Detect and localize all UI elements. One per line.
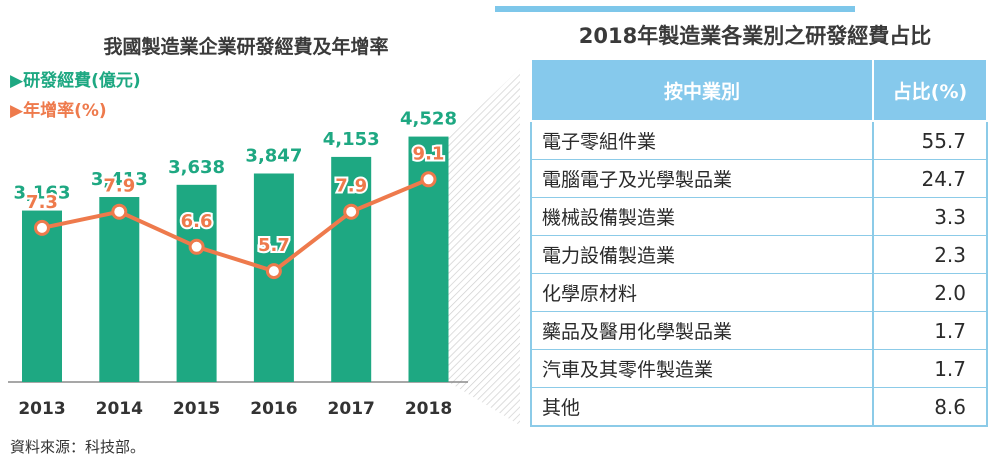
expenditure-bar xyxy=(176,184,217,382)
table-connector-wedge xyxy=(448,68,520,426)
column-header-share: 占比(%) xyxy=(872,58,988,122)
table-row: 電子零組件業 55.7 xyxy=(531,121,987,160)
table-row: 化學原材料 2.0 xyxy=(531,273,987,312)
x-tick-label: 2016 xyxy=(250,399,297,419)
share-cell: 24.7 xyxy=(872,159,987,198)
share-cell: 3.3 xyxy=(872,197,987,236)
table-row: 其他 8.6 xyxy=(531,387,987,427)
industry-cell: 機械設備製造業 xyxy=(531,197,873,236)
table-header-row: 按中業別 占比(%) xyxy=(530,58,988,122)
growth-rate-point xyxy=(111,203,128,220)
column-header-industry: 按中業別 xyxy=(530,58,874,122)
legend-expenditure: ▶研發經費(億元) xyxy=(10,71,141,91)
share-cell: 2.3 xyxy=(872,235,987,274)
industry-cell: 汽車及其零件製造業 xyxy=(531,349,873,388)
expenditure-bar xyxy=(99,197,140,382)
industry-cell: 電力設備製造業 xyxy=(531,235,873,274)
growth-rate-line xyxy=(41,177,430,274)
expenditure-data-label: 3,413 xyxy=(91,169,148,190)
share-cell: 1.7 xyxy=(872,349,987,388)
growth-rate-point xyxy=(188,238,205,255)
growth-rate-data-label: 7.9 xyxy=(103,176,135,197)
growth-rate-data-label: 7.9 xyxy=(335,176,367,197)
x-tick-label: 2018 xyxy=(405,399,452,419)
growth-rate-point xyxy=(343,203,360,220)
expenditure-data-label: 3,638 xyxy=(168,157,225,178)
rd-expenditure-chart: 3,163 2013 3,413 2014 3,638 2015 3,847 2016 4,15… xyxy=(8,68,520,426)
x-tick-label: 2014 xyxy=(96,399,143,419)
expenditure-data-label: 4,153 xyxy=(323,129,380,150)
growth-rate-data-label: 7.3 xyxy=(26,192,58,213)
growth-rate-point xyxy=(34,219,50,236)
growth-rate-data-label: 5.7 xyxy=(258,235,290,256)
industry-cell: 電腦電子及光學製品業 xyxy=(531,159,873,198)
source-note: 資料來源：科技部。 xyxy=(10,438,146,456)
table-row: 機械設備製造業 3.3 xyxy=(531,197,987,236)
table-row: 汽車及其零件製造業 1.7 xyxy=(531,349,987,388)
table-row: 電力設備製造業 2.3 xyxy=(531,235,987,274)
industry-share-table: 按中業別 占比(%) 電子零組件業 55.7 電腦電子及光學製品業 24.7 機… xyxy=(530,58,988,427)
x-tick-label: 2013 xyxy=(18,399,65,419)
top-accent-rule xyxy=(495,6,855,12)
chart-title: 我國製造業企業研發經費及年增率 xyxy=(103,36,389,58)
x-tick-label: 2017 xyxy=(328,399,375,419)
legend-growth-rate: ▶年增率(%) xyxy=(10,101,107,121)
table-title: 2018年製造業各業別之研發經費占比 xyxy=(578,24,932,48)
share-cell: 2.0 xyxy=(872,273,987,312)
growth-rate-point xyxy=(265,263,282,280)
share-cell: 1.7 xyxy=(872,311,987,350)
table-row: 藥品及醫用化學製品業 1.7 xyxy=(531,311,987,350)
x-tick-label: 2015 xyxy=(173,399,220,419)
expenditure-bar xyxy=(331,156,372,382)
table-row: 電腦電子及光學製品業 24.7 xyxy=(531,159,987,198)
industry-cell: 其他 xyxy=(531,387,873,427)
industry-cell: 電子零組件業 xyxy=(531,121,873,160)
growth-rate-data-label: 9.1 xyxy=(413,143,445,164)
share-cell: 55.7 xyxy=(872,121,987,160)
share-cell: 8.6 xyxy=(872,387,987,427)
growth-rate-data-label: 6.6 xyxy=(181,211,213,232)
growth-rate-point xyxy=(420,171,437,188)
expenditure-data-label: 3,847 xyxy=(245,145,302,166)
expenditure-data-label: 4,528 xyxy=(400,109,457,130)
expenditure-data-label: 3,163 xyxy=(14,183,71,204)
industry-cell: 藥品及醫用化學製品業 xyxy=(531,311,873,350)
expenditure-bar xyxy=(22,210,62,382)
industry-cell: 化學原材料 xyxy=(531,273,873,312)
